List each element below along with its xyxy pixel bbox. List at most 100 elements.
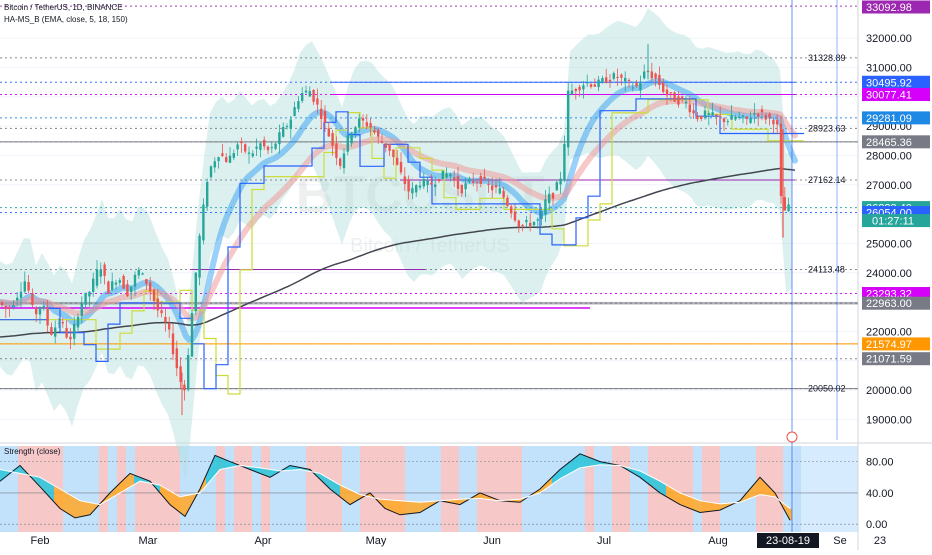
osc-fill [716,503,718,510]
candle-body [442,171,444,179]
candle-body [145,279,147,284]
candle-body [692,110,694,113]
x-tick-label: Feb [31,535,50,547]
candle-body [480,176,482,184]
candle-body [62,322,64,323]
candle-body [229,156,231,163]
candle-body [719,116,721,117]
candle-body [187,355,189,390]
candle-body [556,182,558,190]
candle-body [594,84,596,86]
osc-fill [574,458,576,471]
oscillator-band [414,446,423,532]
osc-fill [128,474,130,487]
candle-body [388,144,390,151]
osc-fill [350,490,352,504]
candle-body [259,143,261,150]
osc-fill [564,466,566,477]
candle-body [449,174,451,176]
osc-fill [400,501,402,515]
candle-body [616,77,618,78]
osc-fill [70,495,72,515]
oscillator-band [369,446,378,532]
candle-body [183,385,185,391]
price-tag-label: 30077.41 [866,90,912,102]
candle-body [96,269,98,285]
level-label: 20050.02 [808,384,846,394]
osc-fill [754,483,756,496]
osc-fill [168,490,170,503]
candle-body [502,191,504,198]
candle-body [305,91,307,93]
osc-fill [76,499,78,518]
candle-body [537,219,539,220]
candle-body [263,140,265,147]
osc-tick-label: 0.00 [866,519,887,531]
candle-body [639,82,641,90]
candle-body [198,236,200,278]
osc-fill [64,492,66,512]
osc-fill [226,460,228,468]
osc-fill [78,500,80,517]
x-tick-label: 23 [874,535,886,547]
osc-fill [764,482,766,495]
candle-body [746,116,748,118]
candle-body [65,328,67,338]
oscillator-band [360,446,369,532]
candle-body [677,96,679,104]
osc-fill [120,482,122,492]
osc-fill [680,493,682,505]
osc-fill [706,502,708,512]
oscillator-band [306,446,315,532]
osc-fill [390,500,392,511]
x-cursor-label: 23-08-19 [766,535,810,547]
candle-body [1,302,3,305]
osc-fill [678,492,680,504]
price-tag-label: 22963.00 [866,298,912,310]
candle-body [81,303,83,316]
osc-fill [426,502,428,509]
candle-body [487,184,489,185]
candle-body [331,133,333,146]
candle-body [107,281,109,293]
candle-body [24,281,26,291]
oscillator-band [531,446,540,532]
oscillator-band [594,446,603,532]
candle-body [88,292,90,297]
x-tick-label: Jul [597,535,611,547]
osc-fill [90,503,92,514]
osc-fill [416,502,418,513]
price-tag-label: 33092.98 [866,2,912,14]
osc-fill [658,481,660,492]
candle-body [122,276,124,289]
candle-body [164,317,166,322]
osc-fill [708,502,710,511]
candle-body [69,337,71,340]
candle-body [605,77,607,83]
candle-body [495,185,497,187]
osc-fill [594,460,596,466]
y-tick-label: 32000.00 [866,33,912,45]
candle-body [749,118,751,123]
candle-body [369,123,371,127]
candle-body [723,118,725,122]
candle-body [358,118,360,127]
osc-fill [356,493,358,500]
x-tick-label: Mar [139,535,158,547]
candle-body [12,305,14,307]
osc-fill [290,466,292,470]
osc-fill [262,468,264,474]
osc-fill [414,502,416,513]
osc-fill [394,500,396,512]
osc-fill [652,478,654,488]
oscillator-band [702,446,711,532]
price-tag-label: 30495.92 [866,77,912,89]
candle-body [347,135,349,152]
candle-body [567,91,569,148]
candle-body [343,154,345,169]
oscillator-band [72,446,81,532]
candle-body [115,283,117,285]
